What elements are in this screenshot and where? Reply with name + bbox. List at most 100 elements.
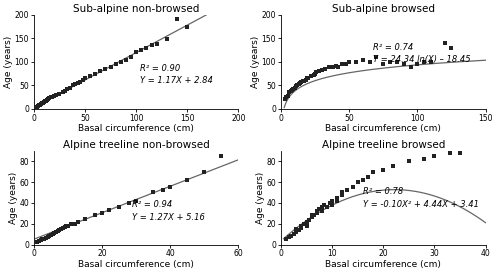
Point [69,83,77,88]
Point [328,203,336,207]
Point [345,60,353,64]
Point [284,235,292,239]
Point [35,239,43,244]
Point [300,222,308,226]
Point [318,209,326,213]
Point [303,76,311,81]
Text: R² = 0.90: R² = 0.90 [140,64,180,73]
Point [313,209,321,213]
Point [288,88,296,92]
X-axis label: Basal circumference (cm): Basal circumference (cm) [78,124,194,133]
Point [320,203,328,207]
Point [290,85,298,90]
Point [92,72,100,76]
Y-axis label: Age (years): Age (years) [251,36,260,88]
Point [298,224,306,228]
Point [308,213,316,218]
Point [287,234,295,238]
Point [296,81,304,85]
Point [86,74,94,78]
Point [326,201,334,205]
Point [305,217,313,222]
Point [71,222,79,226]
Point [338,62,346,66]
Title: Alpine treeline browsed: Alpine treeline browsed [322,140,445,150]
Point [160,188,168,192]
X-axis label: Basal circumference (cm): Basal circumference (cm) [326,124,441,133]
Point [342,62,350,66]
Point [318,68,326,73]
Text: R² = 0.74: R² = 0.74 [373,43,414,52]
Point [81,216,89,221]
Point [200,170,208,174]
Point [315,69,323,73]
Point [60,89,68,93]
Point [173,16,181,21]
Point [122,57,130,62]
Point [52,93,60,97]
Text: Y = 1.17X + 2.84: Y = 1.17X + 2.84 [140,76,213,85]
Point [132,199,140,203]
Point [338,190,346,195]
Point [318,205,326,209]
Point [304,76,312,81]
Point [290,87,298,91]
Point [284,93,292,98]
Point [369,170,377,174]
Point [328,199,336,203]
Point [298,226,306,230]
Point [149,190,157,195]
Point [414,62,422,66]
Point [62,87,70,91]
Point [115,205,123,209]
Point [60,225,68,229]
Point [427,60,435,64]
Point [48,95,56,99]
Point [218,154,226,158]
Point [41,99,49,103]
Point [138,48,145,52]
Point [294,83,302,88]
Point [92,213,100,218]
Point [166,185,174,189]
Point [127,55,135,59]
Point [81,76,89,81]
Point [380,62,388,66]
Point [310,73,318,77]
Text: Y = -0.10X² + 4.44X + 3.41: Y = -0.10X² + 4.44X + 3.41 [363,200,479,209]
Point [281,97,289,102]
Point [68,222,76,226]
Point [132,50,140,55]
Point [307,74,315,78]
Point [310,213,318,218]
Point [106,64,114,69]
Point [364,175,372,179]
Text: Y = 1.27X + 5.16: Y = 1.27X + 5.16 [132,213,205,222]
Point [56,228,64,232]
Point [184,178,192,182]
Point [406,64,414,69]
Point [102,67,110,71]
Point [38,101,46,105]
Point [354,180,362,184]
Point [40,100,48,104]
Point [54,229,62,233]
Point [43,98,51,103]
Point [42,236,50,241]
Title: Alpine treeline non-browsed: Alpine treeline non-browsed [63,140,210,150]
Point [359,178,367,182]
Point [420,60,428,64]
Point [98,211,106,215]
Point [64,224,72,228]
Point [299,78,307,83]
Point [372,55,380,59]
Point [308,215,316,220]
Point [32,105,40,109]
Point [302,78,310,82]
Point [448,46,456,50]
Point [298,79,306,84]
Point [380,167,388,172]
Point [126,201,134,205]
Point [76,79,84,84]
Point [359,57,367,62]
